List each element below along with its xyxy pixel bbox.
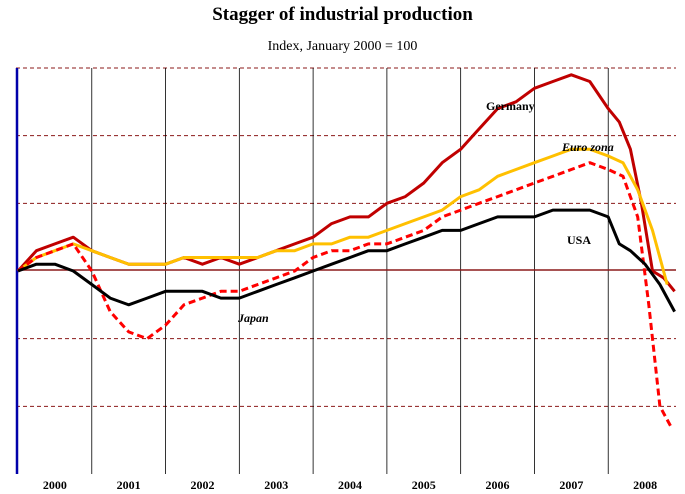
- chart-subtitle: Index, January 2000 = 100: [267, 39, 418, 54]
- series-layer: [16, 73, 676, 428]
- series-line-euro-zona: [17, 147, 669, 285]
- series-line-japan: [17, 161, 673, 428]
- x-tick-label: 2001: [117, 478, 141, 492]
- chart-title: Stagger of industrial production: [212, 4, 473, 25]
- x-tick-label: 2004: [338, 478, 362, 492]
- series-line-usa: [17, 208, 676, 313]
- series-label-usa: USA: [567, 233, 591, 247]
- vertical-gridlines: [91, 68, 609, 474]
- x-tick-label: 2005: [412, 478, 436, 492]
- x-tick-label: 2008: [633, 478, 657, 492]
- x-tick-label: 2007: [559, 478, 583, 492]
- x-tick-label: 2000: [43, 478, 67, 492]
- series-label-japan: Japan: [237, 311, 269, 325]
- horizontal-gridlines: [16, 67, 676, 407]
- series-label-germany: Germany: [486, 99, 535, 113]
- x-tick-label: 2006: [486, 478, 510, 492]
- x-tick-labels: 2000 2001 2002 2003 2004 2005 2006 2007 2008: [43, 478, 657, 492]
- x-tick-label: 2003: [264, 478, 288, 492]
- x-tick-label: 2002: [190, 478, 214, 492]
- series-label-euro-zona: Euro zona: [561, 140, 614, 154]
